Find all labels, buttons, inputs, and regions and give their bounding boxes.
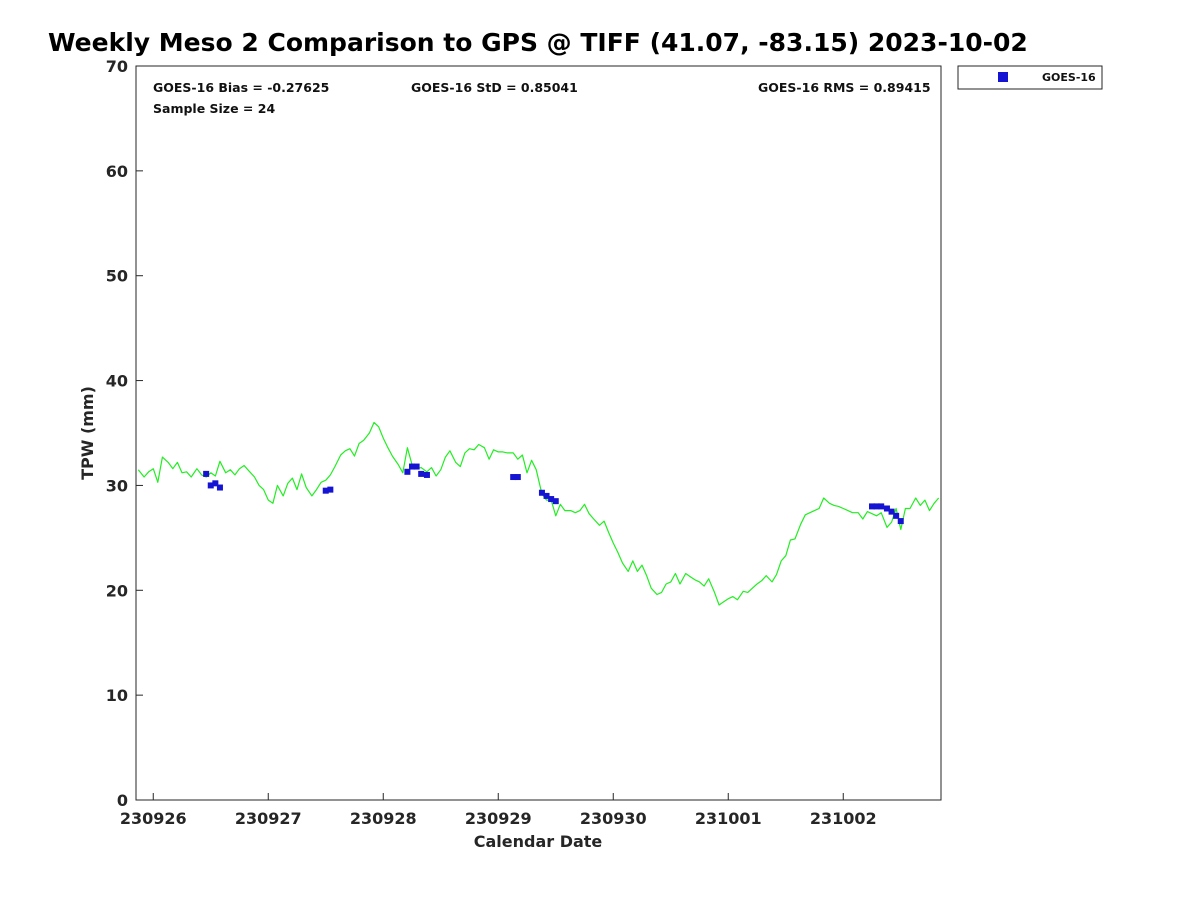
chart-title: Weekly Meso 2 Comparison to GPS @ TIFF (…: [48, 28, 1028, 57]
goes16-data-point: [404, 468, 411, 475]
bias-stat: GOES-16 Bias = -0.27625: [153, 80, 329, 95]
x-tick-label: 230926: [120, 809, 187, 828]
x-axis: 230926 230927 230928 230929 230930 231001 2310…: [120, 793, 877, 828]
goes16-data-point: [212, 480, 219, 487]
x-tick-label: 230928: [350, 809, 417, 828]
x-tick-label: 230927: [235, 809, 302, 828]
goes16-data-point: [878, 503, 885, 510]
goes16-data-point: [893, 512, 900, 519]
goes16-data-point: [327, 486, 334, 493]
plot-area: [135, 65, 942, 801]
goes16-data-point: [423, 471, 430, 478]
goes16-data-point: [897, 518, 904, 525]
y-axis-label: TPW (mm): [78, 386, 97, 480]
goes16-data-point: [409, 463, 415, 470]
goes16-data-point: [538, 489, 545, 496]
x-tick-label: 230930: [580, 809, 647, 828]
legend-box: [957, 65, 1103, 90]
y-tick-label: 40: [106, 372, 128, 391]
plot-frame: [135, 65, 942, 801]
x-tick-label: 230929: [465, 809, 532, 828]
goes16-data-point: [514, 474, 521, 481]
y-tick-label: 70: [106, 57, 128, 76]
goes16-data-point: [548, 496, 555, 503]
y-axis: 0 10 20 30 40 50 60 70: [106, 57, 143, 810]
y-tick-label: 10: [106, 686, 128, 705]
legend-marker: [998, 72, 1008, 82]
std-stat: GOES-16 StD = 0.85041: [411, 80, 578, 95]
goes16-data-point: [888, 508, 895, 515]
legend: GOES-16: [957, 65, 1103, 90]
goes16-data-point: [552, 498, 559, 505]
sample-size-stat: Sample Size = 24: [153, 101, 275, 116]
goes16-data-point: [216, 484, 223, 491]
goes16-data-point: [413, 463, 420, 470]
goes16-data-point: [322, 487, 329, 494]
goes16-data-point: [873, 503, 880, 510]
rms-stat: GOES-16 RMS = 0.89415: [758, 80, 931, 95]
y-tick-label: 30: [106, 476, 128, 495]
goes16-data-point: [203, 470, 210, 477]
gps-series-line: [137, 421, 940, 606]
y-tick-label: 50: [106, 267, 128, 286]
goes16-data-point: [883, 505, 890, 512]
y-tick-label: 60: [106, 162, 128, 181]
x-tick-label: 231001: [695, 809, 762, 828]
goes16-data-point: [510, 474, 517, 481]
y-tick-label: 0: [117, 791, 128, 810]
goes16-data-point: [418, 470, 425, 477]
y-tick-label: 20: [106, 581, 128, 600]
x-tick-label: 231002: [810, 809, 877, 828]
goes16-data-point: [869, 503, 875, 510]
goes16-data-point: [207, 482, 214, 489]
x-axis-label: Calendar Date: [474, 832, 603, 851]
series-layer: [137, 421, 940, 606]
legend-label: GOES-16: [1042, 71, 1096, 84]
goes16-data-point: [543, 492, 550, 499]
